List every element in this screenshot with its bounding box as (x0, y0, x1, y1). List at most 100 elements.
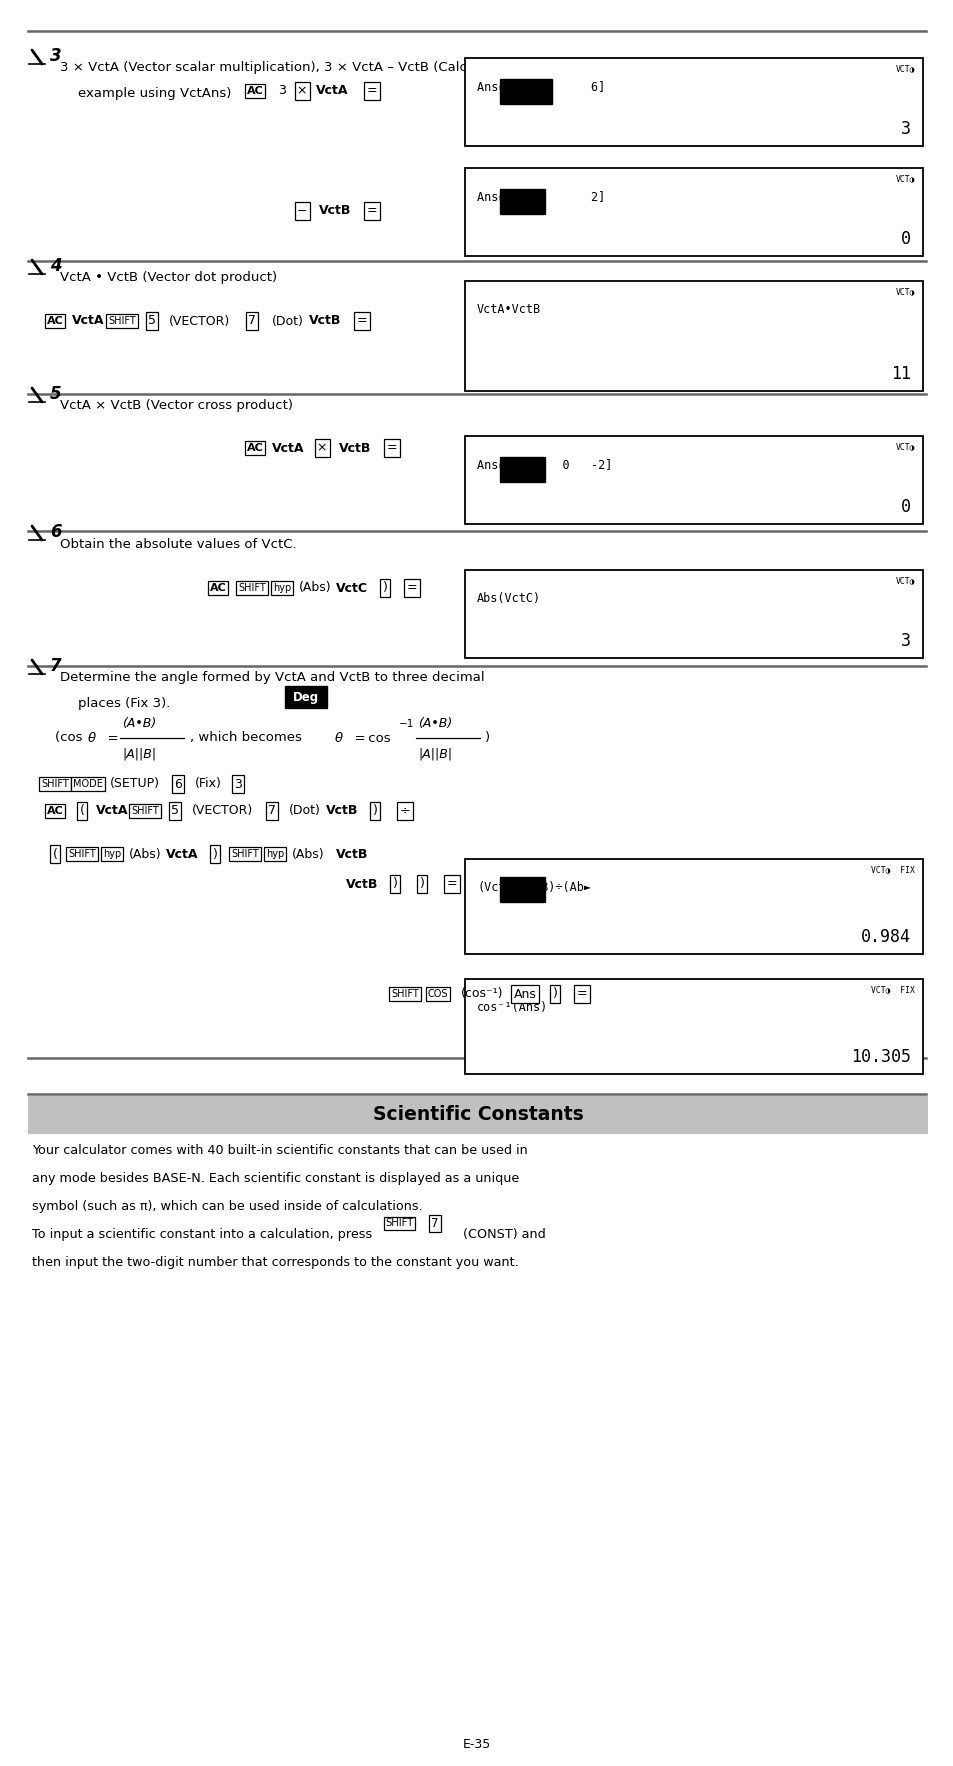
Text: MODE: MODE (73, 779, 103, 789)
Text: (Dot): (Dot) (289, 805, 320, 818)
Bar (499, 457, 544, 482)
Text: ): ) (392, 878, 397, 890)
Bar (499, 79, 552, 104)
Text: VCT◑: VCT◑ (895, 576, 914, 585)
Text: example using VctAns): example using VctAns) (78, 88, 232, 101)
Text: ): ) (484, 731, 490, 745)
Text: VctB: VctB (309, 314, 341, 327)
Text: ): ) (373, 805, 377, 818)
Bar (28, 1097, 927, 1134)
Text: =: = (386, 442, 396, 454)
Text: Ans▸            6]: Ans▸ 6] (476, 79, 604, 94)
Text: hyp: hyp (103, 849, 121, 858)
Text: (cos: (cos (55, 731, 85, 745)
Text: (Abs): (Abs) (129, 848, 161, 860)
Text: 3: 3 (900, 632, 910, 650)
Bar (464, 858, 923, 954)
Text: = cos: = cos (352, 731, 390, 745)
Text: Deg: Deg (293, 691, 318, 703)
Text: VCT◑  FIX: VCT◑ FIX (870, 985, 914, 994)
Text: 7: 7 (431, 1217, 438, 1229)
Text: |A||B|: |A||B| (417, 747, 452, 761)
Text: SHIFT: SHIFT (41, 779, 69, 789)
Text: 3: 3 (277, 85, 286, 97)
Text: 6: 6 (173, 777, 182, 791)
Text: (Dot): (Dot) (272, 314, 304, 327)
Text: 5: 5 (50, 385, 62, 403)
Text: SHIFT: SHIFT (68, 849, 95, 858)
Text: θ: θ (88, 731, 96, 745)
Text: ÷: ÷ (399, 805, 410, 818)
Text: =: = (576, 987, 587, 1001)
Bar (464, 978, 923, 1074)
Text: SHIFT: SHIFT (238, 583, 266, 593)
Text: Ans▸            2]: Ans▸ 2] (476, 191, 604, 203)
Text: VctA: VctA (166, 848, 198, 860)
Text: 0.984: 0.984 (861, 927, 910, 947)
Text: 0: 0 (900, 498, 910, 516)
Text: SHIFT: SHIFT (385, 1219, 414, 1229)
Bar (464, 281, 923, 390)
Text: Your calculator comes with 40 built-in scientific constants that can be used in: Your calculator comes with 40 built-in s… (32, 1144, 527, 1157)
Text: VctA • VctB (Vector dot product): VctA • VctB (Vector dot product) (60, 272, 276, 284)
Text: (VECTOR): (VECTOR) (192, 805, 253, 818)
Text: (Fix): (Fix) (194, 777, 221, 791)
Text: VctA: VctA (272, 442, 304, 454)
Text: |A||B|: |A||B| (122, 747, 156, 761)
Text: VctA: VctA (95, 805, 128, 818)
Text: COS: COS (427, 989, 448, 1000)
Text: ): ) (419, 878, 424, 890)
Bar (464, 168, 923, 256)
Text: (SETUP): (SETUP) (110, 777, 160, 791)
Text: VctB: VctB (326, 805, 357, 818)
Text: −1: −1 (398, 719, 414, 729)
Text: Abs(VctC): Abs(VctC) (476, 592, 540, 606)
Text: 3 × VctA (Vector scalar multiplication), 3 × VctA – VctB (Calculation: 3 × VctA (Vector scalar multiplication),… (60, 62, 513, 74)
Text: VCT◑: VCT◑ (895, 175, 914, 184)
Text: θ: θ (335, 731, 343, 745)
Text: places (Fix 3).: places (Fix 3). (78, 698, 171, 710)
Text: =: = (446, 878, 456, 890)
Text: E-35: E-35 (462, 1738, 491, 1750)
Text: VctA: VctA (71, 314, 104, 327)
Text: Scientific Constants: Scientific Constants (373, 1106, 583, 1125)
Text: ): ) (213, 848, 217, 860)
Text: ): ) (552, 987, 557, 1001)
Text: AC: AC (247, 87, 263, 95)
Text: hyp: hyp (266, 849, 284, 858)
Text: −: − (296, 205, 307, 217)
Bar (285, 685, 327, 708)
Text: VctA × VctB (Vector cross product): VctA × VctB (Vector cross product) (60, 399, 293, 413)
Text: 5: 5 (148, 314, 156, 327)
Text: (Abs): (Abs) (292, 848, 324, 860)
Text: AC: AC (247, 443, 263, 454)
Text: SHIFT: SHIFT (108, 316, 135, 327)
Bar (464, 436, 923, 525)
Text: VctB: VctB (338, 442, 371, 454)
Bar (464, 58, 923, 147)
Text: 11: 11 (890, 366, 910, 383)
Text: (: ( (52, 848, 57, 860)
Text: symbol (such as π), which can be used inside of calculations.: symbol (such as π), which can be used in… (32, 1201, 422, 1213)
Text: ×: × (316, 442, 327, 454)
Text: VctB: VctB (318, 205, 351, 217)
Text: VCT◑: VCT◑ (895, 442, 914, 450)
Text: 7: 7 (50, 657, 62, 675)
Bar (499, 189, 544, 214)
Text: =: = (356, 314, 367, 327)
Text: any mode besides BASE-N. Each scientific constant is displayed as a unique: any mode besides BASE-N. Each scientific… (32, 1173, 518, 1185)
Text: 3: 3 (50, 48, 62, 65)
Text: (Abs): (Abs) (298, 581, 331, 595)
Text: VCT◑  FIX: VCT◑ FIX (870, 865, 914, 874)
Text: 3: 3 (900, 120, 910, 138)
Text: SHIFT: SHIFT (391, 989, 418, 1000)
Text: 4: 4 (50, 258, 62, 275)
Text: VctB: VctB (345, 878, 377, 890)
Text: AC: AC (47, 316, 63, 327)
Text: 3: 3 (233, 777, 242, 791)
Text: VctC: VctC (335, 581, 368, 595)
Text: VctA•VctB: VctA•VctB (476, 304, 540, 316)
Text: VCT◑: VCT◑ (895, 64, 914, 72)
Text: ): ) (382, 581, 387, 595)
Text: Obtain the absolute values of VctC.: Obtain the absolute values of VctC. (60, 537, 296, 551)
